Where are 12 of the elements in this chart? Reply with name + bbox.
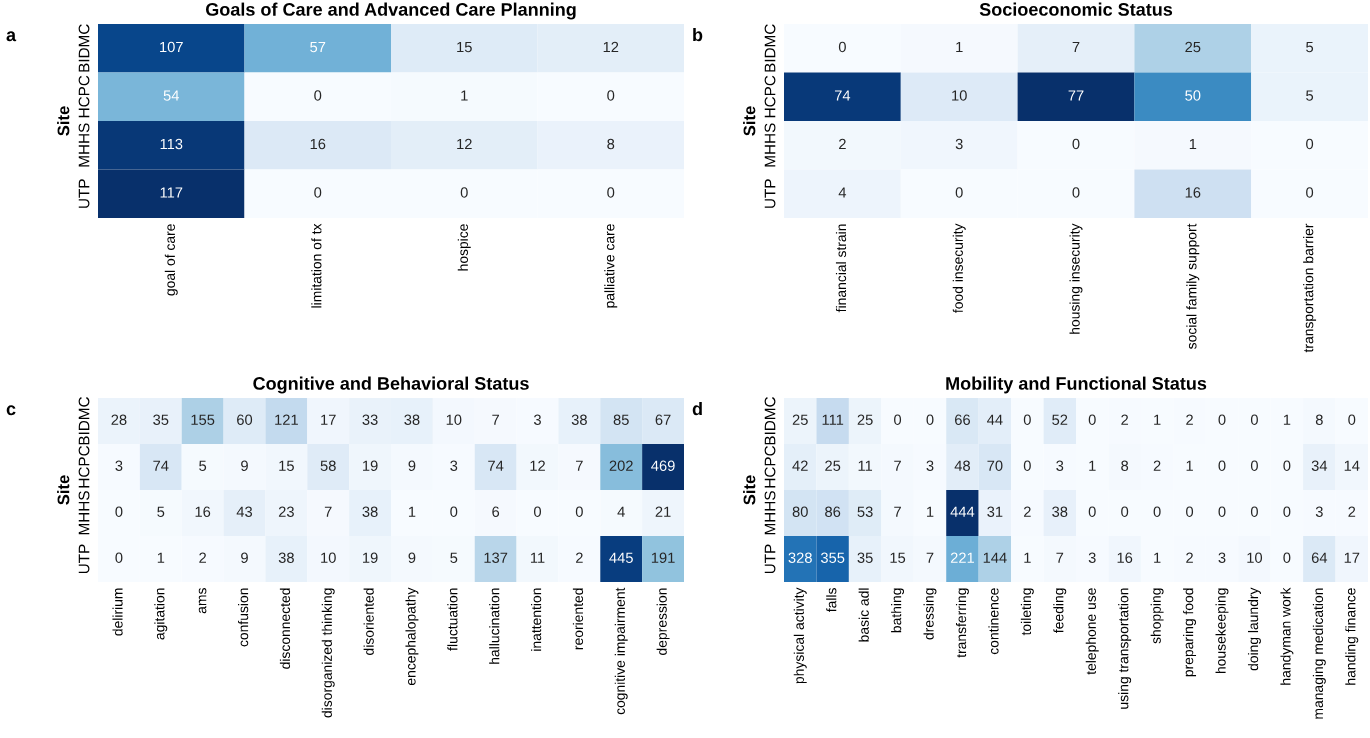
y-axis-title: Site — [57, 106, 70, 136]
chart-title: Goals of Care and Advanced Care Planning — [205, 2, 576, 20]
y-axis-title: Site — [57, 475, 70, 505]
chart-title: Mobility and Functional Status — [946, 376, 1207, 394]
y-axis-title: Site — [743, 475, 756, 505]
text: c — [6, 405, 16, 416]
text: a — [6, 31, 17, 42]
chart-title: Socioeconomic Status — [979, 2, 1173, 16]
y-axis-title: Site — [743, 106, 756, 136]
chart-title: Cognitive and Behavioral Status — [253, 376, 529, 394]
text: b — [693, 28, 703, 42]
text: d — [692, 402, 702, 416]
